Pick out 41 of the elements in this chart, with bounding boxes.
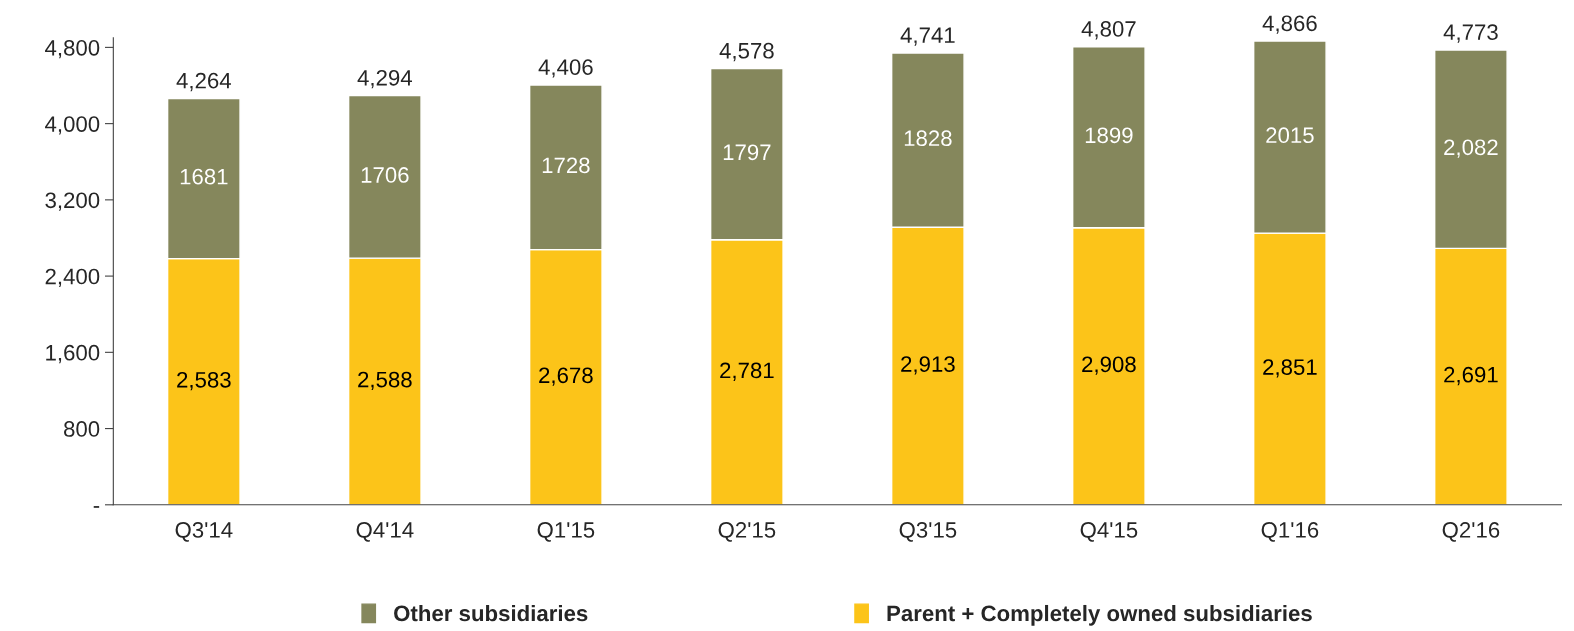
data-label: 2,781 bbox=[720, 362, 774, 381]
total-label: 4,807 bbox=[1081, 21, 1136, 40]
data-label: 2,851 bbox=[1263, 359, 1317, 378]
total-label: 4,578 bbox=[719, 42, 774, 62]
x-tick-label: Q4'14 bbox=[356, 522, 414, 542]
data-label: 2015 bbox=[1266, 127, 1314, 144]
legend-label: Parent + Completely owned subsidiaries bbox=[887, 604, 1312, 626]
data-label: 2,583 bbox=[177, 371, 231, 391]
total-label: 4,406 bbox=[538, 59, 593, 78]
data-label: 1706 bbox=[361, 167, 409, 183]
total-label: 4,741 bbox=[900, 27, 955, 46]
data-label: 2,082 bbox=[1444, 139, 1498, 158]
data-label: 1681 bbox=[180, 168, 228, 185]
data-label: 2,691 bbox=[1444, 366, 1498, 386]
total-label: 4,264 bbox=[176, 72, 231, 92]
data-label: 1899 bbox=[1085, 127, 1133, 144]
total-label: 4,866 bbox=[1262, 15, 1317, 34]
x-tick-label: Q3'14 bbox=[175, 522, 233, 542]
y-tick-label: 4,000 bbox=[45, 116, 100, 135]
total-label: 4,294 bbox=[357, 69, 412, 89]
total-label: 4,773 bbox=[1443, 24, 1498, 43]
x-tick-label: Q4'15 bbox=[1080, 522, 1138, 542]
x-tick-label: Q3'15 bbox=[899, 522, 957, 542]
data-label: 1797 bbox=[723, 144, 771, 161]
data-label: 1828 bbox=[904, 130, 952, 147]
data-label: 2,908 bbox=[1082, 356, 1136, 375]
data-label: 2,678 bbox=[539, 367, 593, 386]
data-label: 1728 bbox=[542, 157, 590, 174]
y-tick-label: 4,800 bbox=[45, 39, 100, 59]
x-tick-label: Q2'15 bbox=[718, 522, 776, 542]
x-tick-label: Q1'15 bbox=[537, 522, 595, 542]
y-tick-label: - bbox=[93, 506, 100, 508]
y-tick-label: 2,400 bbox=[45, 268, 100, 287]
data-label: 2,588 bbox=[358, 371, 412, 391]
y-tick-label: 1,600 bbox=[46, 344, 100, 364]
x-tick-label: Q2'16 bbox=[1442, 522, 1500, 542]
y-tick-label: 3,200 bbox=[45, 192, 100, 211]
y-tick-label: 800 bbox=[64, 421, 100, 437]
data-label: 2,913 bbox=[901, 356, 955, 375]
x-tick-label: Q1'16 bbox=[1261, 522, 1319, 542]
legend-label: Other subsidiaries bbox=[394, 604, 588, 622]
